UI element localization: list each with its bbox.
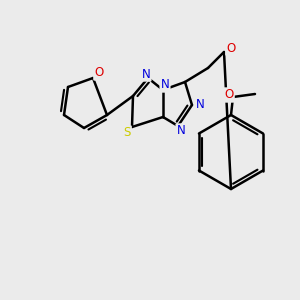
Text: O: O — [224, 88, 234, 101]
Text: O: O — [94, 67, 103, 80]
Text: N: N — [177, 124, 185, 137]
Text: O: O — [226, 41, 236, 55]
Text: N: N — [160, 79, 169, 92]
Text: S: S — [123, 127, 131, 140]
Text: N: N — [142, 68, 150, 80]
Text: N: N — [196, 98, 204, 112]
